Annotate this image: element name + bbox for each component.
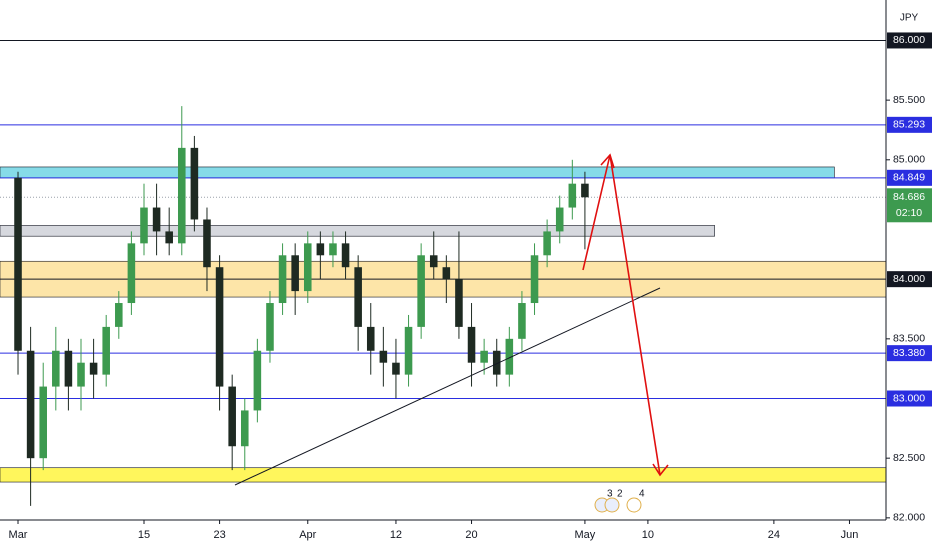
candle-body xyxy=(341,243,350,268)
x-tick-label: 23 xyxy=(213,529,225,541)
axes: 82.000 82.500 83.500 85.000 85.500 86.000 85.2… xyxy=(9,32,932,541)
candle-body xyxy=(52,350,60,387)
y-tick-label: 85.000 xyxy=(893,154,925,166)
candle-body xyxy=(228,386,236,447)
candle-body xyxy=(26,350,35,459)
candle-body xyxy=(291,255,299,292)
trend-line xyxy=(234,287,661,486)
x-tick-label: Mar xyxy=(9,529,28,541)
x-tick-label: 12 xyxy=(390,529,402,541)
candle-body xyxy=(152,207,161,232)
candles xyxy=(14,106,589,506)
candle-body xyxy=(253,350,262,411)
candle-body xyxy=(127,243,136,304)
level-price-label: 85.293 xyxy=(893,119,925,131)
x-tick-label: Jun xyxy=(841,529,859,541)
event-count: 2 xyxy=(617,489,623,500)
event-count: 4 xyxy=(639,489,645,500)
candle-body xyxy=(480,350,488,363)
candle-body xyxy=(417,255,425,327)
y-tick-label: 85.500 xyxy=(893,94,925,106)
currency-label: JPY xyxy=(900,13,919,24)
candle-body xyxy=(555,207,564,232)
levels xyxy=(0,39,886,400)
candle-body xyxy=(329,243,337,256)
arrow-head xyxy=(600,153,615,169)
candle-body xyxy=(14,177,22,351)
y-tick-label: 83.500 xyxy=(893,333,925,345)
candle-body xyxy=(190,147,199,220)
candle-body xyxy=(64,350,73,387)
events: 3 2 4 xyxy=(594,489,645,513)
candle-body xyxy=(505,338,514,375)
level-price-label: 86.000 xyxy=(893,34,925,46)
last-price-label: 84.686 xyxy=(893,191,925,203)
level-price-box xyxy=(887,271,932,288)
candle-body xyxy=(467,326,476,363)
forecast-arrows xyxy=(582,153,669,477)
event-icon xyxy=(626,497,642,513)
candle-body xyxy=(568,183,577,208)
candle-body xyxy=(77,362,85,387)
y-tick-label: 82.000 xyxy=(893,512,925,524)
candle-body xyxy=(492,350,501,375)
time-axis xyxy=(0,520,932,550)
level-price-label: 83.000 xyxy=(893,392,925,404)
x-tick-label: 24 xyxy=(768,529,780,541)
event-count: 3 xyxy=(607,489,613,500)
candle-body xyxy=(178,147,186,244)
candle-body xyxy=(581,183,589,198)
candle-body xyxy=(429,255,438,268)
candle-body xyxy=(102,326,110,375)
level-price-box xyxy=(887,32,932,49)
y-tick-label: 82.500 xyxy=(893,452,925,464)
zone xyxy=(0,166,835,179)
level-price-box xyxy=(887,116,932,133)
x-tick-label: May xyxy=(575,529,596,541)
candle-body xyxy=(165,231,173,244)
x-tick-label: 15 xyxy=(138,529,150,541)
candle-body xyxy=(366,326,375,351)
level-price-box xyxy=(887,390,932,407)
candle-body xyxy=(89,362,98,375)
candle-body xyxy=(203,219,211,268)
candle-body xyxy=(530,255,539,304)
countdown-label: 02:10 xyxy=(896,207,922,219)
zone xyxy=(0,467,887,483)
level-price-label: 83.380 xyxy=(893,347,925,359)
candle-body xyxy=(140,207,148,244)
level-price-box xyxy=(887,169,932,186)
candle-body xyxy=(392,362,400,375)
x-tick-label: Apr xyxy=(299,529,316,541)
candle-body xyxy=(278,255,287,304)
candle-body xyxy=(404,326,413,375)
event-icon xyxy=(604,497,620,513)
level-price-box xyxy=(887,345,932,362)
candle-body xyxy=(39,386,47,459)
candle-body xyxy=(303,243,312,292)
candle-body xyxy=(379,350,388,363)
candle-body xyxy=(316,243,325,256)
x-tick-label: 10 xyxy=(642,529,654,541)
candle-body xyxy=(240,410,249,447)
zone xyxy=(0,225,715,237)
candle-body xyxy=(543,231,551,256)
candle-body xyxy=(354,267,362,327)
level-price-label: 84.000 xyxy=(893,273,925,285)
last-price-box xyxy=(887,188,932,223)
candle-body xyxy=(455,279,463,327)
candle-body xyxy=(215,267,224,387)
arrow-head xyxy=(652,463,669,477)
x-tick-label: 20 xyxy=(465,529,477,541)
candle-body xyxy=(115,303,123,327)
candle-body xyxy=(518,303,526,339)
candle-body xyxy=(266,303,274,351)
candle-body xyxy=(442,267,451,280)
level-price-label: 84.849 xyxy=(893,172,925,184)
